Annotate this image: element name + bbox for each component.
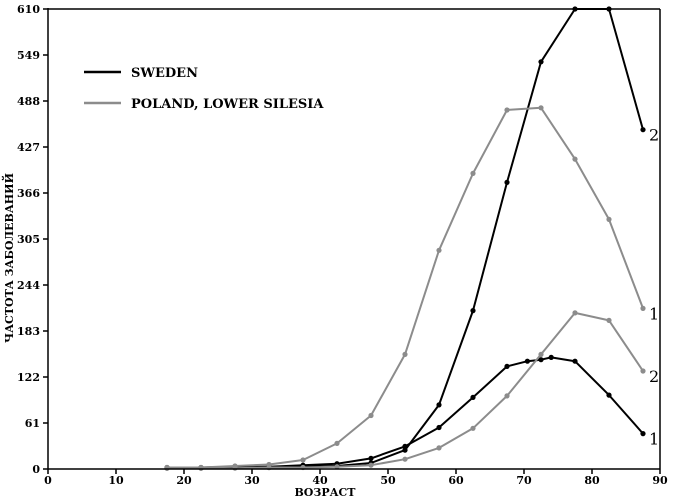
- y-tick-label: 366: [17, 187, 40, 200]
- legend: SWEDEN POLAND, LOWER SILESIA: [84, 66, 324, 112]
- series-line: [167, 106, 644, 469]
- y-tick-label: 244: [17, 279, 40, 292]
- data-point: [572, 156, 578, 162]
- legend-label-poland: POLAND, LOWER SILESIA: [131, 97, 324, 112]
- x-tick-label: 30: [244, 474, 260, 487]
- y-tick-label: 183: [17, 325, 40, 338]
- data-point: [538, 351, 544, 357]
- data-point: [334, 440, 340, 446]
- series-end-label: 1: [649, 430, 659, 449]
- data-point: [368, 462, 374, 468]
- data-point: [402, 447, 408, 453]
- series-end-label: 2: [649, 367, 659, 386]
- x-tick-label: 70: [516, 474, 532, 487]
- series-line: [167, 8, 644, 470]
- x-tick-label: 90: [652, 474, 668, 487]
- x-tick-label: 80: [584, 474, 600, 487]
- y-tick-label: 427: [17, 141, 40, 154]
- x-tick-label: 0: [44, 474, 52, 487]
- data-point: [436, 402, 442, 408]
- x-tick-label: 50: [380, 474, 396, 487]
- x-axis-title: ВОЗРАСТ: [295, 486, 357, 499]
- x-tick-label: 60: [448, 474, 464, 487]
- data-point: [640, 368, 646, 374]
- data-point: [368, 455, 374, 461]
- data-point: [436, 445, 442, 451]
- data-point: [640, 127, 646, 133]
- data-point: [334, 464, 340, 470]
- data-point: [606, 216, 612, 222]
- y-axis-title: ЧАСТОТА ЗАБОЛЕВАНИЙ: [1, 173, 16, 343]
- data-point: [504, 363, 510, 369]
- data-point: [504, 393, 510, 399]
- data-point: [470, 308, 476, 314]
- legend-label-sweden: SWEDEN: [131, 66, 198, 81]
- data-point: [300, 457, 306, 463]
- x-tick-label: 10: [108, 474, 124, 487]
- data-point: [402, 456, 408, 462]
- data-point: [572, 358, 578, 364]
- data-point: [538, 357, 544, 363]
- data-point: [198, 465, 204, 471]
- series-layer: 2 1 1 2: [164, 6, 659, 471]
- data-point: [470, 394, 476, 400]
- y-tick-label: 305: [17, 233, 40, 246]
- data-point: [232, 465, 238, 471]
- y-tick-label: 549: [17, 49, 40, 62]
- data-point: [606, 317, 612, 323]
- y-tick-label: 61: [25, 417, 40, 430]
- data-point: [572, 310, 578, 316]
- data-point: [368, 412, 374, 419]
- y-tick-label: 0: [32, 463, 40, 476]
- y-tick-label: 488: [17, 95, 40, 108]
- axes-layer: [47, 8, 661, 470]
- ticks-layer: 0 10 20 30 40 50 60 70 80 90061122183244305366427…: [17, 3, 668, 487]
- data-point: [164, 465, 170, 471]
- series-end-label: 2: [649, 126, 659, 145]
- y-tick-label: 610: [17, 3, 40, 16]
- data-point: [504, 107, 510, 113]
- data-point: [524, 358, 531, 364]
- data-point: [402, 443, 408, 449]
- data-point: [640, 431, 646, 437]
- data-point: [606, 392, 612, 398]
- data-point: [538, 59, 544, 65]
- data-point: [470, 425, 476, 431]
- y-tick-label: 122: [17, 371, 40, 384]
- data-point: [538, 105, 544, 111]
- data-point: [402, 351, 408, 357]
- data-point: [548, 354, 554, 360]
- data-point: [436, 247, 442, 253]
- data-point: [640, 305, 646, 311]
- data-point: [504, 179, 510, 185]
- x-tick-label: 40: [312, 474, 328, 487]
- x-tick-label: 20: [176, 474, 192, 487]
- data-point: [436, 424, 442, 431]
- data-point: [470, 170, 476, 176]
- series-end-label: 1: [649, 304, 659, 323]
